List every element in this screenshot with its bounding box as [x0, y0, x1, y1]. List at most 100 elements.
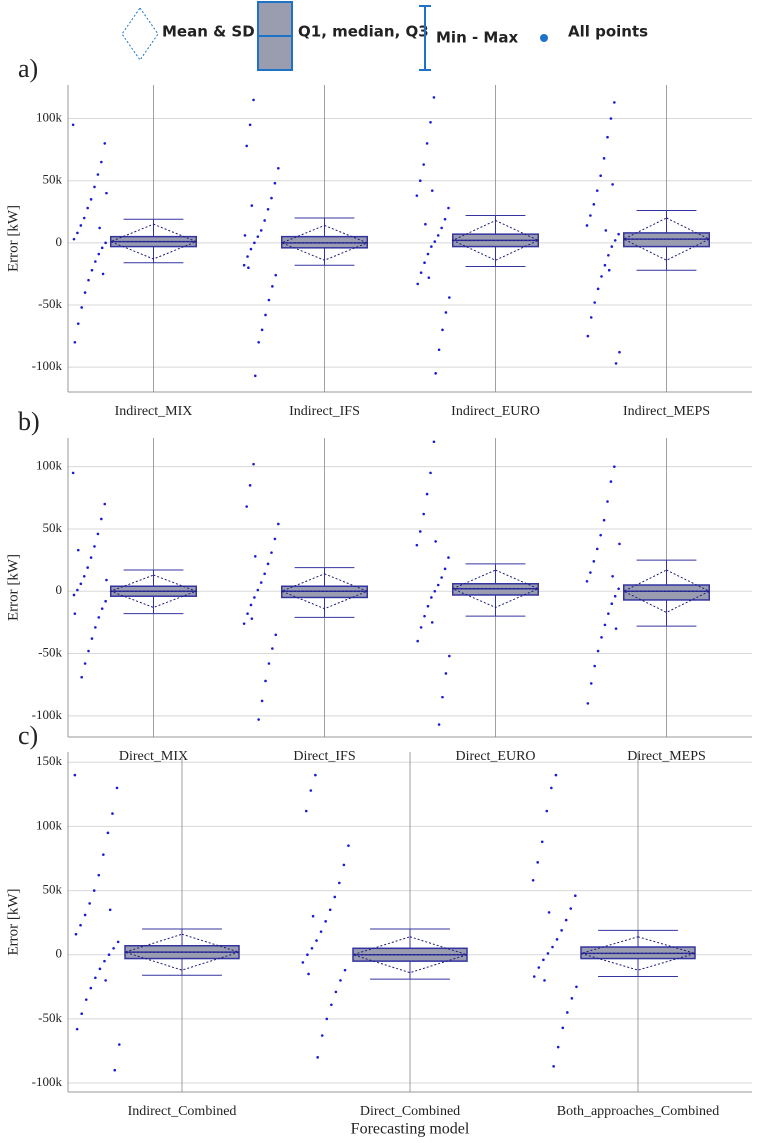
point: [79, 582, 83, 586]
point: [600, 275, 603, 278]
point: [113, 1068, 117, 1072]
point: [270, 196, 273, 200]
point: [118, 1043, 121, 1046]
point: [98, 226, 101, 230]
point: [253, 241, 256, 245]
point: [71, 123, 75, 127]
point: [250, 617, 254, 620]
mean-sd-diamond: [579, 936, 697, 971]
point: [596, 287, 600, 291]
point: [98, 967, 102, 971]
point: [87, 649, 90, 653]
point: [310, 947, 314, 950]
y-tick-label: 0: [56, 946, 63, 961]
point: [249, 603, 253, 607]
point: [108, 908, 112, 912]
point: [83, 662, 87, 665]
point: [600, 636, 603, 639]
point: [613, 101, 616, 104]
y-tick-label: 0: [56, 582, 63, 597]
y-tick-label: 50k: [43, 882, 63, 897]
point: [440, 576, 443, 579]
point: [602, 518, 606, 522]
box: [623, 584, 710, 601]
x-tick-label: Indirect_IFS: [289, 404, 360, 419]
point: [87, 278, 90, 282]
point: [79, 923, 82, 927]
point: [603, 623, 607, 627]
point: [610, 602, 614, 605]
point: [585, 579, 589, 583]
point: [97, 616, 101, 619]
x-tick-label: Indirect_EURO: [451, 404, 540, 419]
point: [259, 229, 263, 232]
point: [104, 599, 107, 603]
point: [333, 895, 337, 899]
point: [561, 1026, 565, 1030]
point: [434, 372, 437, 375]
point: [76, 588, 79, 592]
point: [531, 879, 535, 882]
point: [309, 789, 313, 792]
point: [441, 695, 444, 699]
point: [606, 135, 609, 139]
point: [589, 571, 592, 574]
x-tick-label: Indirect_MEPS: [623, 404, 710, 419]
point: [613, 239, 617, 242]
point: [416, 639, 419, 643]
point: [93, 545, 96, 548]
point: [560, 929, 563, 932]
point: [343, 968, 347, 972]
point: [266, 207, 270, 211]
point: [83, 291, 87, 294]
mean-sd-diamond: [109, 574, 198, 608]
point: [94, 976, 97, 980]
point: [89, 986, 93, 990]
y-tick-label: -100k: [32, 358, 63, 373]
point: [423, 261, 426, 265]
x-tick-label: Direct_MIX: [119, 749, 188, 764]
point: [566, 1011, 569, 1014]
point: [76, 322, 80, 325]
point: [418, 530, 422, 533]
y-tick-label: 150k: [36, 753, 63, 768]
point: [606, 500, 609, 503]
point: [429, 120, 432, 124]
point: [277, 166, 280, 170]
point: [604, 229, 608, 232]
point: [334, 990, 338, 994]
point: [415, 194, 419, 197]
point: [593, 301, 596, 304]
point: [274, 633, 278, 637]
point: [76, 548, 80, 552]
point: [263, 219, 266, 222]
point: [427, 276, 431, 279]
point: [437, 348, 441, 352]
point: [248, 123, 252, 127]
point: [607, 612, 610, 615]
point: [443, 217, 447, 221]
point: [304, 809, 308, 813]
point: [614, 362, 618, 365]
point: [545, 809, 549, 813]
point: [84, 998, 88, 1001]
point: [595, 189, 599, 192]
point: [274, 273, 278, 277]
point: [599, 174, 602, 178]
point: [536, 861, 539, 864]
point: [301, 961, 305, 964]
mean-sd-diamond: [451, 219, 540, 261]
point: [263, 572, 266, 576]
point: [444, 311, 448, 314]
y-tick-label: -50k: [38, 645, 62, 660]
point: [260, 328, 264, 332]
point: [100, 246, 104, 250]
panel: b) Error [kW] -100k -50k 0 50k 100k Direct_MIX D…: [5, 407, 752, 764]
y-axis-label: Error [kW]: [5, 888, 21, 955]
mean-sd-diamond: [280, 573, 369, 610]
point: [86, 206, 89, 210]
point: [609, 117, 613, 120]
point: [613, 465, 616, 468]
point: [253, 555, 257, 558]
